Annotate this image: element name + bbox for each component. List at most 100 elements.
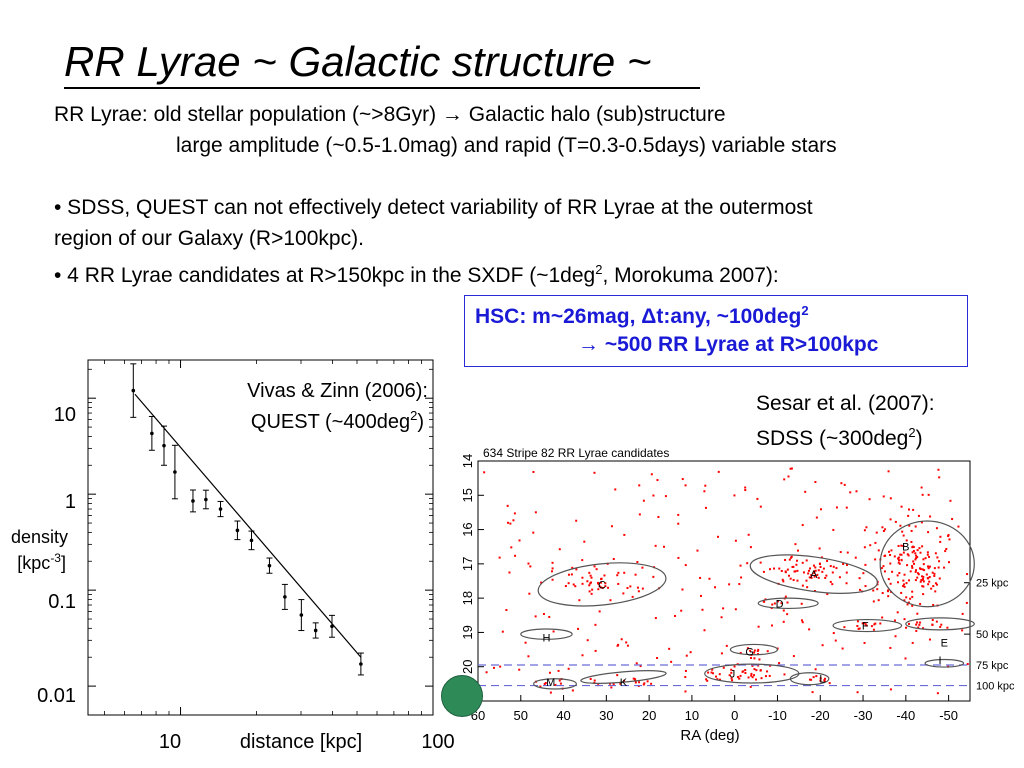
rr-lyrae-point [930, 587, 933, 590]
rr-lyrae-point [786, 568, 789, 571]
rr-lyrae-point [677, 513, 680, 516]
rr-lyrae-point [680, 609, 683, 612]
rr-lyrae-point [635, 662, 638, 665]
rr-lyrae-point [814, 569, 817, 572]
rr-lyrae-point [845, 571, 848, 574]
x-tick-label: 0 [731, 708, 738, 723]
group-label-L: L [819, 674, 825, 686]
slide-navigation-marker[interactable] [441, 675, 483, 717]
rr-lyrae-point [884, 528, 887, 531]
rr-lyrae-point [749, 685, 752, 688]
rr-lyrae-point [681, 588, 684, 591]
rr-lyrae-point [937, 468, 940, 471]
rr-lyrae-point [935, 620, 938, 623]
rr-lyrae-point [900, 591, 903, 594]
distance-label: 50 kpc [976, 629, 1009, 641]
rr-lyrae-point [818, 562, 821, 565]
rr-lyrae-point [787, 475, 790, 478]
rr-lyrae-point [588, 584, 591, 587]
rr-lyrae-point [652, 575, 655, 578]
rr-lyrae-point [824, 576, 827, 579]
group-ellipse-A [749, 554, 879, 594]
rr-lyrae-point [857, 627, 860, 630]
rr-lyrae-point [684, 484, 687, 487]
rr-lyrae-point [864, 563, 867, 566]
rr-lyrae-point [801, 621, 804, 624]
rr-lyrae-point [631, 595, 634, 598]
rr-lyrae-point [716, 535, 719, 538]
rr-lyrae-point [945, 548, 948, 550]
rr-lyrae-point [749, 649, 752, 652]
rr-lyrae-point [800, 602, 803, 605]
rr-lyrae-point [918, 623, 921, 626]
rr-lyrae-point [509, 522, 512, 525]
rr-lyrae-point [889, 553, 892, 556]
rr-lyrae-point [636, 561, 639, 564]
rr-lyrae-point [780, 602, 783, 605]
rr-lyrae-point [510, 546, 513, 549]
rr-lyrae-point [928, 555, 931, 558]
rr-lyrae-point [753, 651, 756, 654]
right-caption-line-1: Sesar et al. (2007): [756, 392, 935, 415]
rr-lyrae-point [886, 590, 889, 593]
y-tick-label-0.01: 0.01 [37, 685, 76, 707]
rr-lyrae-point [638, 681, 641, 684]
rr-lyrae-point [704, 506, 707, 509]
rr-lyrae-point [781, 578, 784, 581]
rr-lyrae-point [656, 657, 659, 660]
rr-lyrae-point [548, 671, 551, 674]
rr-lyrae-point [773, 567, 776, 570]
bullet-2-text: • 4 RR Lyrae candidates at R>150kpc in t… [54, 264, 596, 287]
rr-lyrae-point [656, 479, 659, 482]
rr-lyrae-point [840, 482, 843, 485]
rr-lyrae-point [940, 623, 943, 626]
rr-lyrae-point [843, 483, 846, 486]
rr-lyrae-point [588, 571, 591, 574]
rr-lyrae-point [823, 679, 826, 682]
right-caption-post: ) [915, 427, 923, 450]
rr-lyrae-point [961, 612, 964, 615]
right-caption-sup: 2 [908, 425, 916, 440]
rr-lyrae-point [938, 577, 941, 580]
rr-lyrae-point [728, 674, 731, 677]
rr-lyrae-point [907, 554, 910, 557]
rr-lyrae-point [808, 576, 811, 579]
rr-lyrae-point [829, 580, 832, 583]
rr-lyrae-point [812, 676, 815, 679]
rr-lyrae-point [744, 669, 747, 672]
rr-lyrae-point [607, 586, 610, 589]
rr-lyrae-point [826, 559, 829, 562]
rr-lyrae-point [699, 576, 702, 579]
rr-lyrae-point [815, 516, 818, 519]
rr-lyrae-point [902, 551, 905, 554]
rr-lyrae-point [597, 588, 600, 591]
rr-lyrae-point [920, 486, 923, 489]
data-point [299, 613, 304, 617]
rr-lyrae-point [539, 685, 542, 688]
rr-lyrae-point [939, 540, 942, 543]
rr-lyrae-point [889, 582, 892, 585]
rr-lyrae-point [914, 579, 917, 582]
rr-lyrae-point [620, 638, 623, 641]
rr-lyrae-point [586, 580, 589, 583]
rr-lyrae-point [843, 626, 846, 629]
arrow-icon: → [578, 333, 599, 356]
rr-lyrae-point [657, 515, 660, 518]
hsc-line-1-sup: 2 [801, 303, 809, 318]
rr-lyrae-point [806, 586, 809, 589]
rr-lyrae-point [738, 677, 741, 680]
rr-lyrae-point [527, 655, 530, 658]
rr-lyrae-point [744, 671, 747, 674]
rr-lyrae-point [897, 556, 900, 559]
rr-lyrae-point [770, 624, 773, 627]
slide-title: RR Lyrae ~ Galactic structure ~ [64, 38, 652, 85]
rr-lyrae-point [949, 499, 952, 502]
rr-lyrae-point [912, 549, 915, 552]
rr-lyrae-point [864, 623, 867, 626]
rr-lyrae-point [501, 630, 504, 633]
bullet-2-sup: 2 [595, 262, 603, 277]
rr-lyrae-point [594, 649, 597, 652]
rr-lyrae-point [931, 623, 934, 626]
group-label-G: G [745, 646, 754, 658]
rr-lyrae-point [883, 570, 886, 573]
